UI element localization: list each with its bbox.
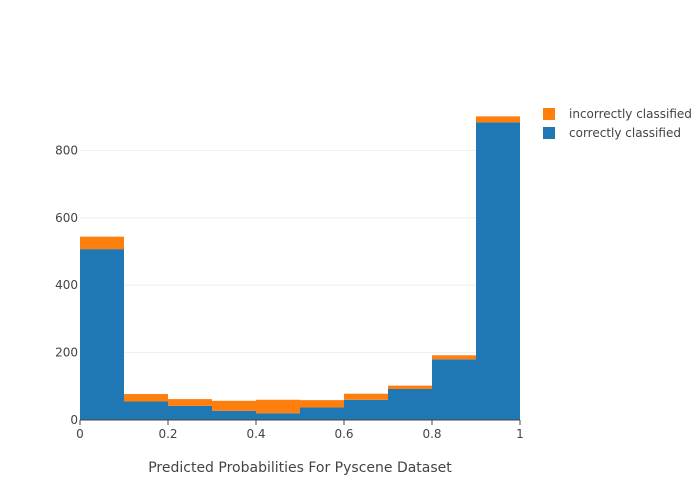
legend-item[interactable]: incorrectly classified	[543, 107, 692, 121]
x-tick-label: 0.8	[422, 427, 441, 441]
bar-correctly-classified[interactable]	[388, 388, 432, 420]
bar-correctly-classified[interactable]	[80, 249, 124, 420]
bar-correctly-classified[interactable]	[300, 407, 344, 420]
bar-incorrectly-classified[interactable]	[432, 355, 476, 360]
x-tick-label: 1	[516, 427, 524, 441]
y-tick-label: 400	[55, 278, 78, 292]
y-tick-label: 800	[55, 143, 78, 157]
bar-correctly-classified[interactable]	[256, 413, 300, 420]
x-axis: 0 0.2 0.4 0.6 0.8 1	[76, 419, 524, 441]
y-axis: 0 200 400 600 800	[55, 143, 78, 427]
gridlines	[80, 149, 520, 354]
y-tick-label: 200	[55, 346, 78, 360]
bar-incorrectly-classified[interactable]	[212, 400, 256, 411]
bar-correctly-classified[interactable]	[168, 405, 212, 420]
legend-swatch	[543, 108, 555, 120]
bars	[80, 116, 520, 420]
legend-swatch	[543, 127, 555, 139]
x-axis-title: Predicted Probabilities For Pyscene Data…	[148, 460, 452, 476]
bar-incorrectly-classified[interactable]	[124, 394, 168, 402]
bar-correctly-classified[interactable]	[476, 122, 520, 420]
x-tick-label: 0.6	[334, 427, 353, 441]
bar-incorrectly-classified[interactable]	[476, 116, 520, 123]
x-tick-label: 0.4	[246, 427, 265, 441]
bar-correctly-classified[interactable]	[432, 359, 476, 420]
bar-incorrectly-classified[interactable]	[388, 385, 432, 389]
legend[interactable]: incorrectly classified correctly classifi…	[543, 107, 692, 140]
y-tick-label: 0	[70, 413, 78, 427]
y-tick-label: 600	[55, 211, 78, 225]
x-tick-label: 0	[76, 427, 84, 441]
bar-correctly-classified[interactable]	[344, 399, 388, 420]
bar-incorrectly-classified[interactable]	[300, 400, 344, 408]
x-tick-label: 0.2	[158, 427, 177, 441]
bar-incorrectly-classified[interactable]	[344, 393, 388, 400]
legend-item[interactable]: correctly classified	[543, 126, 681, 140]
legend-label: correctly classified	[569, 126, 681, 140]
bar-incorrectly-classified[interactable]	[256, 399, 300, 414]
bar-incorrectly-classified[interactable]	[168, 399, 212, 406]
bar-correctly-classified[interactable]	[124, 401, 168, 420]
legend-label: incorrectly classified	[569, 107, 692, 121]
bar-correctly-classified[interactable]	[212, 410, 256, 420]
bar-incorrectly-classified[interactable]	[80, 236, 124, 250]
